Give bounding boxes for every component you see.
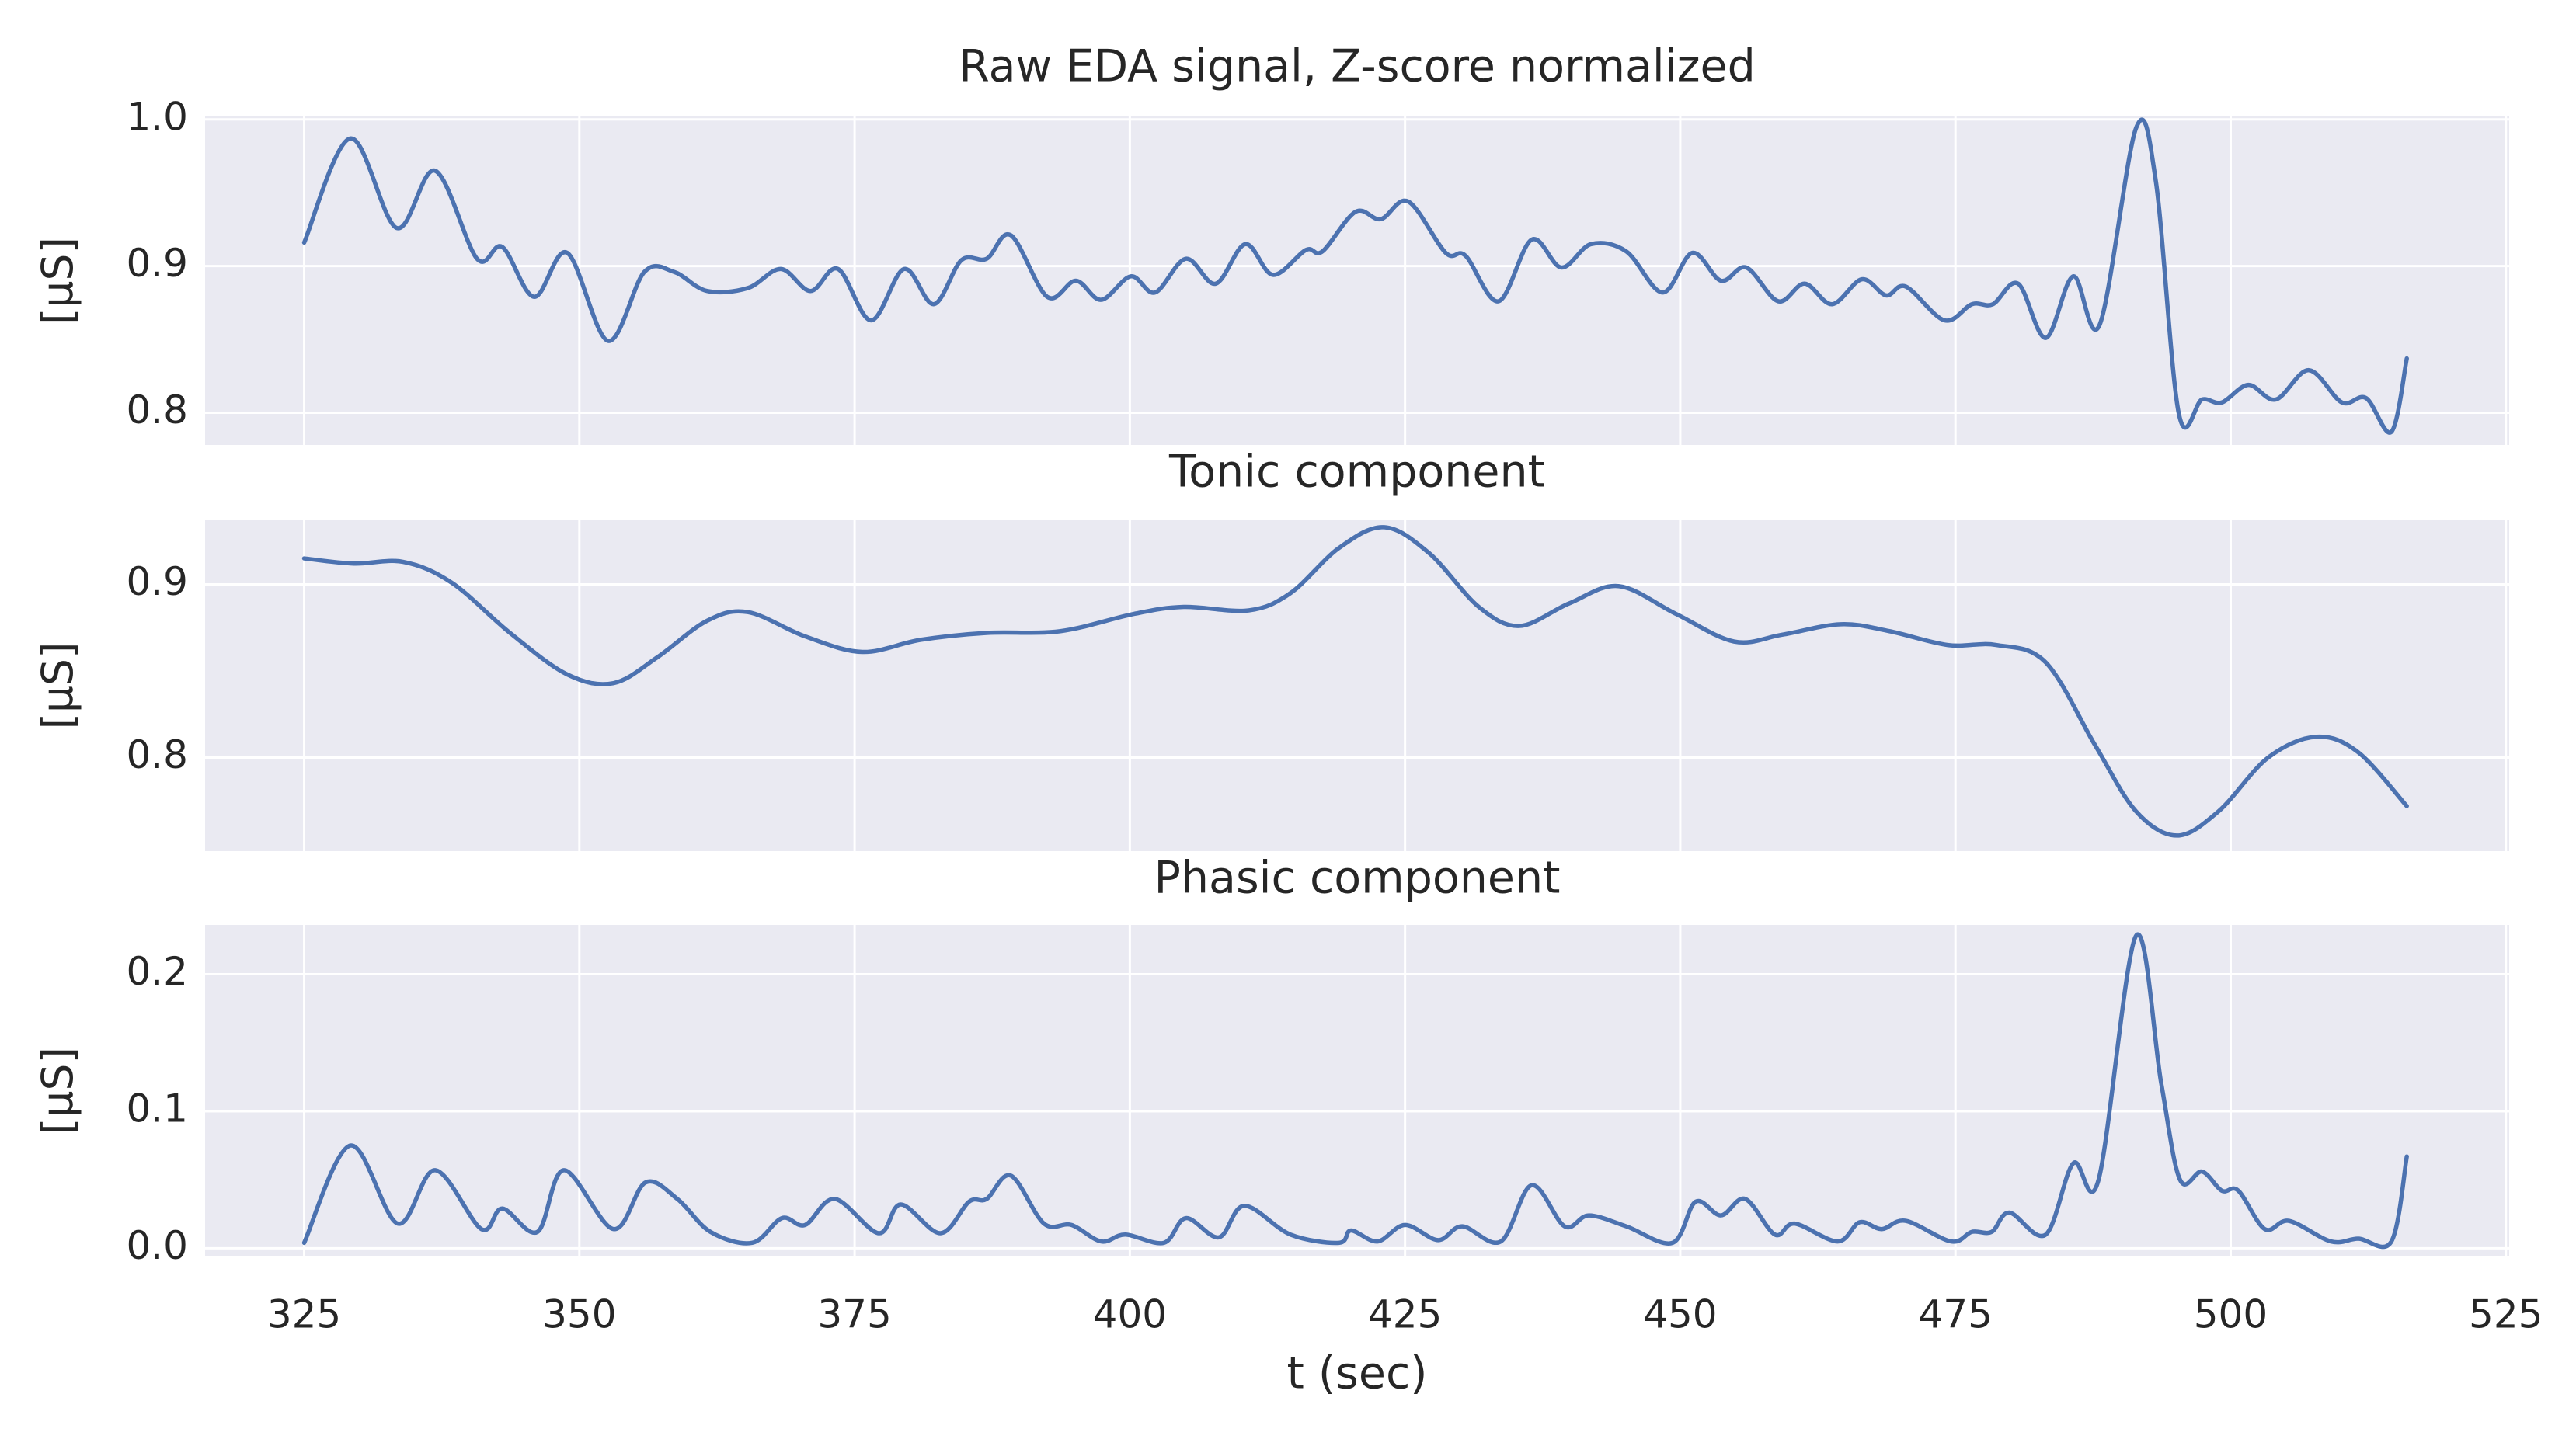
y-tick-label: 0.9	[126, 559, 188, 604]
x-tick-label: 450	[1643, 1292, 1717, 1337]
y-tick-label: 0.8	[126, 732, 188, 777]
subplot-title: Tonic component	[1168, 447, 1545, 498]
y-axis-label: [µS]	[33, 237, 82, 325]
y-axis-label: [µS]	[33, 1047, 82, 1135]
data-line	[301, 932, 2409, 1250]
x-tick-label: 375	[817, 1292, 891, 1337]
y-tick-label: 1.0	[126, 94, 188, 139]
data-line	[301, 117, 2409, 435]
x-axis-label: t (sec)	[1286, 1348, 1427, 1399]
y-tick-label: 0.0	[126, 1223, 188, 1268]
x-tick-label: 475	[1918, 1292, 1992, 1337]
x-tick-label: 500	[2194, 1292, 2268, 1337]
x-tick-label: 525	[2469, 1292, 2543, 1337]
x-tick-label: 400	[1093, 1292, 1167, 1337]
y-tick-label: 0.9	[126, 241, 188, 286]
subplot-title: Phasic component	[1154, 853, 1561, 904]
data-line	[301, 525, 2409, 838]
x-tick-label: 325	[267, 1292, 341, 1337]
plot-area	[205, 520, 2509, 851]
y-tick-label: 0.2	[126, 949, 188, 994]
subplot-title: Raw EDA signal, Z-score normalized	[959, 41, 1756, 92]
y-axis-label: [µS]	[33, 642, 82, 730]
x-tick-label: 350	[542, 1292, 616, 1337]
y-tick-label: 0.8	[126, 388, 188, 433]
y-tick-label: 0.1	[126, 1086, 188, 1131]
x-tick-label: 425	[1368, 1292, 1442, 1337]
